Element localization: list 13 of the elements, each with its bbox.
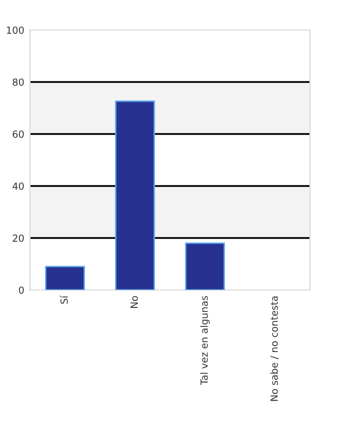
y-tick-label: 20 bbox=[12, 234, 24, 242]
y-tick-label: 0 bbox=[18, 286, 24, 294]
bar bbox=[45, 266, 85, 290]
x-tick-label: Tal vez en algunas bbox=[200, 296, 210, 386]
x-tick-label: No sabe / no contesta bbox=[270, 296, 279, 401]
bar bbox=[115, 100, 155, 290]
y-tick-label: 100 bbox=[6, 26, 24, 34]
y-tick-label: 60 bbox=[12, 130, 24, 138]
y-tick-label: 40 bbox=[12, 182, 24, 190]
x-tick-label: No bbox=[130, 296, 138, 308]
x-tick-label: Sí bbox=[60, 295, 68, 304]
y-tick-label: 80 bbox=[12, 78, 24, 86]
bar bbox=[185, 242, 225, 290]
